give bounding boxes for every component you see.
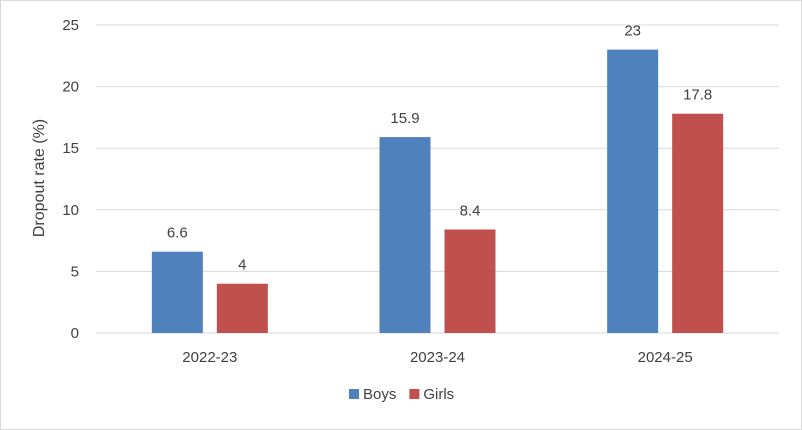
data-label-boys-2023-24: 15.9 [390,110,419,127]
data-label-girls-2022-23: 4 [238,257,246,274]
y-tick-label: 20 [62,79,79,96]
bar-boys-2022-23 [151,251,203,333]
legend-swatch-girls [409,389,420,399]
bar-girls-2024-25 [672,113,724,333]
gridlines [96,24,779,334]
x-tick-label-2022-23: 2022-23 [182,349,237,366]
data-label-boys-2024-25: 23 [624,23,641,40]
bar-boys-2024-25 [607,49,659,333]
bar-girls-2022-23 [216,283,268,333]
data-label-girls-2023-24: 8.4 [460,203,481,220]
legend-swatch-boys [349,389,359,399]
x-axis-ticks: 2022-23 2023-24 2024-25 [182,349,692,366]
bars [151,49,724,333]
x-tick-label-2024-25: 2024-25 [638,349,693,366]
x-tick-label-2023-24: 2023-24 [410,349,465,366]
legend: Boys Girls [349,386,454,403]
data-labels: 6.6 4 15.9 8.4 23 17.8 [167,23,712,274]
data-label-boys-2022-23: 6.6 [167,225,188,242]
y-axis-title: Dropout rate (%) [31,119,48,237]
bar-boys-2023-24 [379,137,431,333]
y-tick-label: 0 [71,325,79,342]
y-axis-ticks: 0 5 10 15 20 25 [62,17,79,342]
y-tick-label: 5 [71,263,79,280]
y-tick-label: 15 [62,140,79,157]
legend-item-boys: Boys [349,386,396,403]
legend-item-girls: Girls [409,386,454,403]
legend-label-boys: Boys [363,386,396,403]
bar-girls-2023-24 [444,229,496,333]
y-tick-label: 25 [62,17,79,34]
legend-label-girls: Girls [423,386,454,403]
data-label-girls-2024-25: 17.8 [683,87,712,104]
y-tick-label: 10 [62,202,79,219]
